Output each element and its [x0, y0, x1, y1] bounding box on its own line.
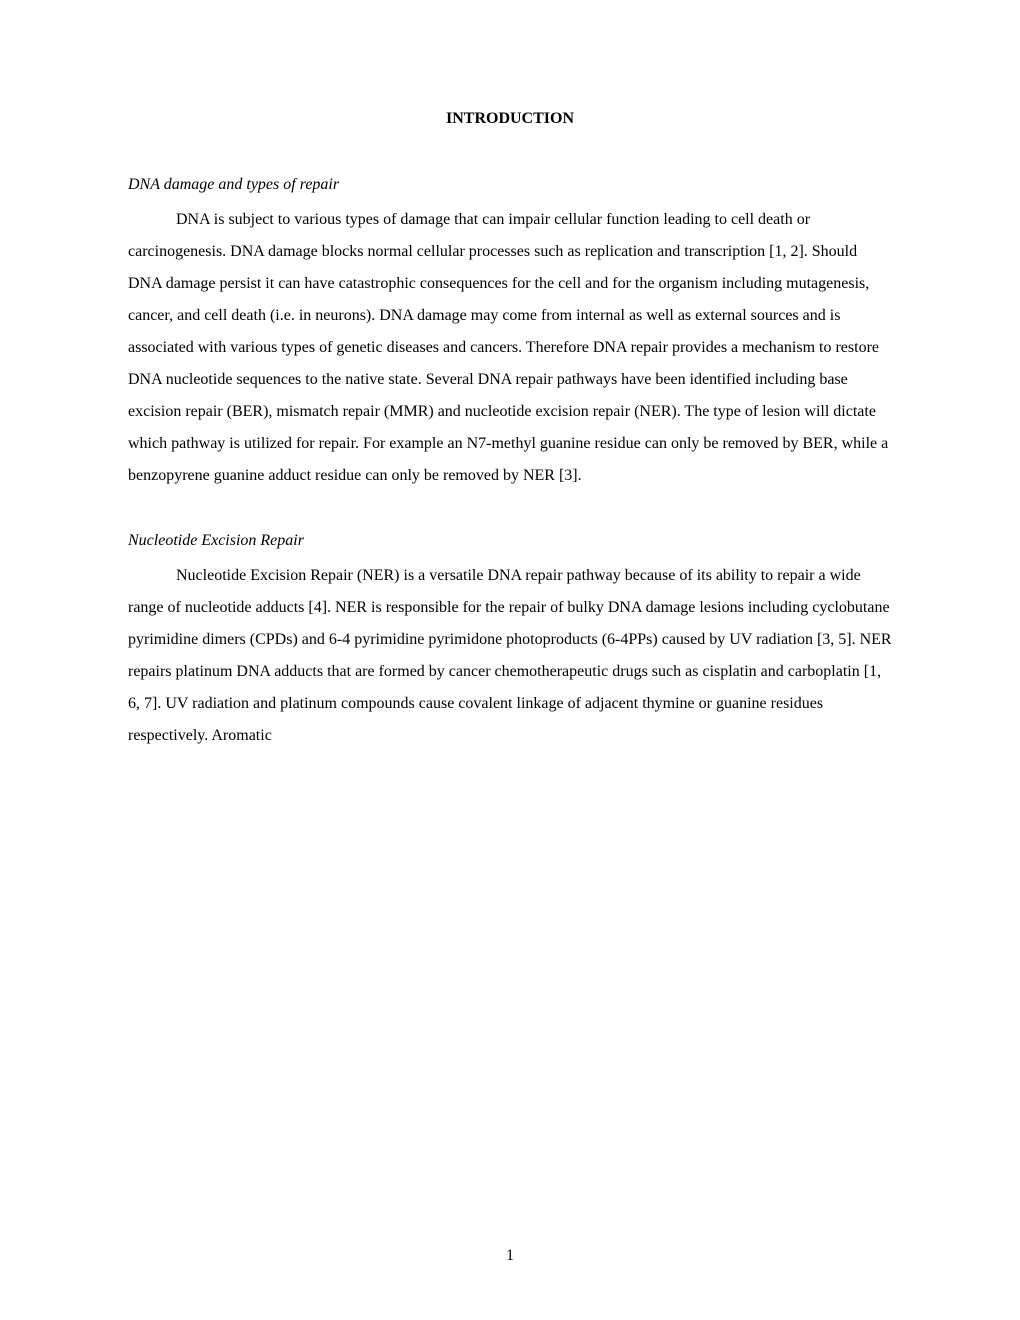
paragraph-1: DNA is subject to various types of damag… [128, 204, 892, 492]
page-number: 1 [0, 1247, 1020, 1265]
paragraph-2: Nucleotide Excision Repair (NER) is a ve… [128, 560, 892, 752]
section-heading-2: Nucleotide Excision Repair [128, 532, 892, 550]
section-heading-1: DNA damage and types of repair [128, 176, 892, 194]
document-title: INTRODUCTION [128, 110, 892, 128]
